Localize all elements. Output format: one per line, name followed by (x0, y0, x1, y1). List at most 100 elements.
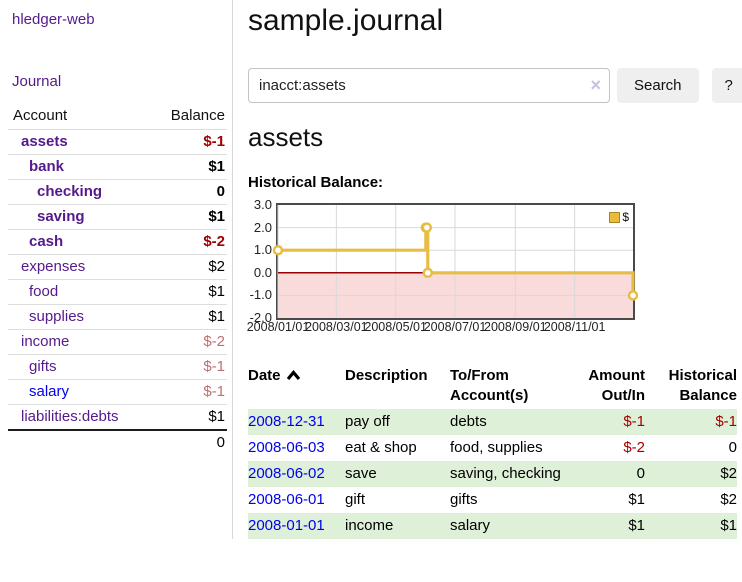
main-content: sample.journal × Search ? assets Histori… (233, 0, 742, 539)
account-row: saving $1 (8, 204, 227, 230)
register-header-historical-balance: Historical Balance (668, 367, 737, 404)
register-cell-accounts: saving, checking (450, 465, 561, 482)
app-brand-link[interactable]: hledger-web (12, 11, 95, 28)
x-axis-tick-label: 2008/09/01 (484, 320, 547, 334)
search-form: × Search ? (248, 68, 742, 103)
register-cell-description: save (345, 465, 377, 482)
transaction-date-link[interactable]: 2008-06-01 (248, 491, 325, 508)
register-cell-amount: $1 (628, 517, 645, 534)
register-cell-amount: $1 (628, 491, 645, 508)
account-row: salary $-1 (8, 379, 227, 405)
transaction-date-link[interactable]: 2008-06-03 (248, 439, 325, 456)
page: hledger-web Journal Account Balance asse… (0, 0, 742, 539)
x-axis-tick-label: 2008/01/01 (246, 320, 310, 334)
register-cell-amount: 0 (636, 465, 645, 482)
account-link-saving[interactable]: saving (37, 208, 85, 225)
register-row: 2008-06-03 eat & shop food, supplies $-2 0 (248, 435, 737, 461)
transaction-date-link[interactable]: 2008-06-02 (248, 465, 325, 482)
y-axis-tick-label: -1.0 (249, 287, 272, 303)
account-balance: $-2 (203, 333, 225, 350)
account-link-expenses[interactable]: expenses (21, 258, 86, 275)
account-balance: $1 (208, 208, 225, 225)
account-link-assets[interactable]: assets (21, 133, 68, 150)
register-header-description: Description (345, 367, 428, 384)
accounts-header-account: Account (13, 107, 68, 124)
x-axis-tick-label: 2008/11/01 (543, 320, 606, 334)
account-balance: 0 (216, 183, 225, 200)
account-link-salary[interactable]: salary (29, 383, 70, 400)
account-balance: $1 (208, 308, 225, 325)
register-header-date: Date (248, 363, 345, 409)
register-row: 2008-12-31 pay off debts $-1 $-1 (248, 409, 737, 435)
chart-plot-area: $ (272, 203, 639, 320)
register-cell-balance: $1 (720, 517, 737, 534)
account-link-gifts[interactable]: gifts (29, 358, 57, 375)
account-row: cash $-2 (8, 229, 227, 255)
account-row: supplies $1 (8, 304, 227, 330)
account-link-checking[interactable]: checking (37, 183, 103, 200)
help-button[interactable]: ? (711, 68, 742, 103)
accounts-total-spacer (8, 430, 149, 455)
register-row: 2008-01-01 income salary $1 $1 (248, 513, 737, 539)
account-row: income $-2 (8, 329, 227, 355)
account-row: expenses $2 (8, 254, 227, 280)
register-cell-balance: $2 (720, 491, 737, 508)
sidebar-item-journal[interactable]: Journal (12, 73, 62, 90)
account-heading: assets (248, 122, 324, 152)
account-row: assets $-1 (8, 129, 227, 155)
account-balance: $-1 (203, 358, 225, 375)
clear-search-icon[interactable]: × (590, 75, 601, 95)
y-axis-tick-label: -2.0 (249, 310, 272, 325)
search-input[interactable] (248, 68, 610, 103)
account-row: food $1 (8, 279, 227, 305)
accounts-header-balance: Balance (170, 107, 225, 124)
register-cell-accounts: gifts (450, 491, 478, 508)
accounts-total-row: 0 (8, 430, 227, 455)
account-row: bank $1 (8, 154, 227, 180)
accounts-table: Account Balance assets $-1 bank $1 checking 0… (8, 104, 227, 455)
register-row: 2008-06-01 gift gifts $1 $2 (248, 487, 737, 513)
chevron-up-icon (286, 367, 301, 387)
register-cell-amount: $-2 (623, 439, 645, 456)
account-link-bank[interactable]: bank (29, 158, 65, 175)
account-link-food[interactable]: food (29, 283, 59, 300)
y-axis-tick-label: 1.0 (253, 242, 272, 258)
register-cell-balance: $2 (720, 465, 737, 482)
transaction-date-link[interactable]: 2008-01-01 (248, 517, 325, 534)
account-balance: $1 (208, 408, 225, 425)
register-cell-accounts: debts (450, 413, 487, 430)
legend-swatch-icon (609, 211, 621, 223)
account-balance: $-2 (203, 233, 225, 250)
account-balance: $-1 (203, 383, 225, 400)
accounts-total-value: 0 (216, 434, 225, 451)
legend-series-label: $ (622, 210, 629, 224)
account-link-income[interactable]: income (21, 333, 70, 350)
account-balance: $2 (208, 258, 225, 275)
register-cell-balance: 0 (728, 439, 737, 456)
register-cell-amount: $-1 (623, 413, 645, 430)
register-cell-accounts: salary (450, 517, 491, 534)
register-cell-description: pay off (345, 413, 390, 430)
register-header-to-from-account-s-: To/From Account(s) (450, 367, 529, 404)
register-cell-balance: $-1 (715, 413, 737, 430)
register-cell-description: income (345, 517, 394, 534)
register-row: 2008-06-02 save saving, checking 0 $2 (248, 461, 737, 487)
transaction-date-link[interactable]: 2008-12-31 (248, 413, 325, 430)
sidebar: hledger-web Journal Account Balance asse… (0, 0, 233, 539)
account-row: gifts $-1 (8, 354, 227, 380)
register-header-row: Date Description To/From Account(s) Amount … (248, 363, 737, 409)
register-cell-description: eat & shop (345, 439, 417, 456)
account-link-liabilities-debts[interactable]: liabilities:debts (21, 408, 119, 425)
search-button[interactable]: Search (617, 68, 699, 103)
account-link-cash[interactable]: cash (29, 233, 64, 250)
x-axis-tick-label: 2008/07/01 (423, 320, 487, 334)
account-balance: $-1 (203, 133, 225, 150)
account-row: liabilities:debts $1 (8, 404, 227, 431)
chart-legend: $ (609, 210, 629, 224)
register-cell-accounts: food, supplies (450, 439, 543, 456)
account-link-supplies[interactable]: supplies (29, 308, 85, 325)
y-axis-tick-label: 0.0 (253, 264, 272, 280)
register-header-amount-out-in: Amount Out/In (588, 367, 645, 404)
search-input-wrap: × (248, 68, 610, 103)
account-balance: $1 (208, 283, 225, 300)
